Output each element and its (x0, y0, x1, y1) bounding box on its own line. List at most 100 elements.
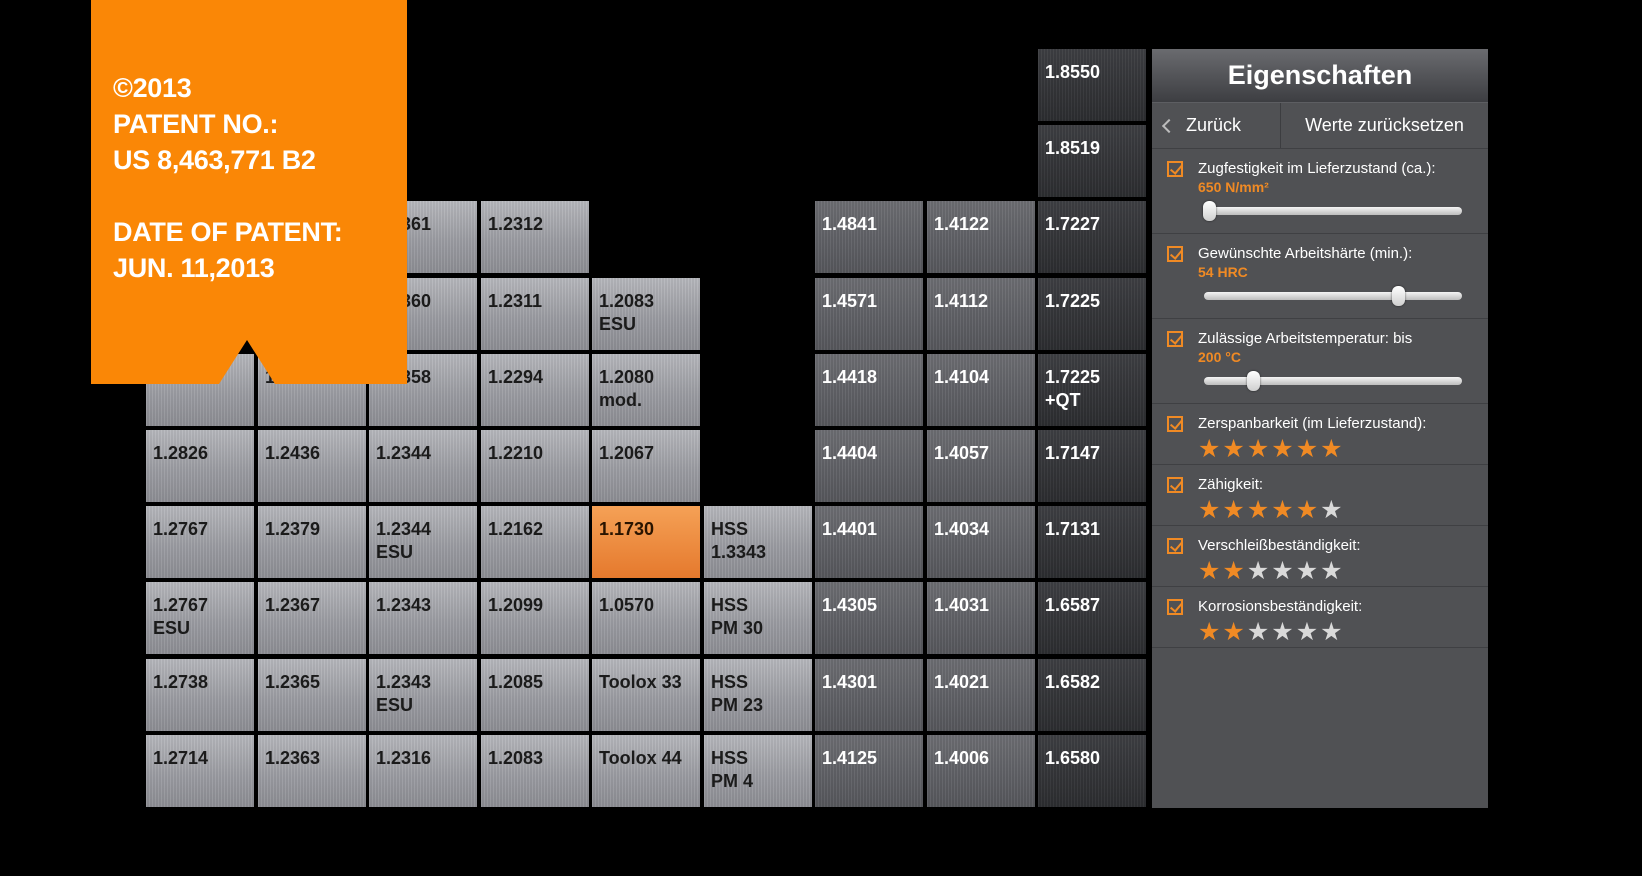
property-slider-track[interactable] (1204, 286, 1462, 306)
material-tile[interactable]: 1.6587 (1038, 582, 1146, 654)
slider-handle[interactable] (1247, 371, 1261, 391)
material-tile[interactable]: 1.2099 (481, 582, 589, 654)
star-icon[interactable]: ★ (1246, 618, 1270, 646)
property-checkbox[interactable] (1167, 416, 1183, 432)
material-tile[interactable]: 1.2379 (258, 506, 366, 578)
material-tile[interactable]: HSS PM 23 (704, 659, 812, 731)
star-icon[interactable]: ★ (1271, 496, 1294, 524)
material-tile[interactable]: 1.2210 (481, 430, 589, 502)
material-tile[interactable]: 1.2162 (481, 506, 589, 578)
property-checkbox[interactable] (1167, 477, 1183, 493)
material-tile[interactable]: 1.0570 (592, 582, 700, 654)
material-tile-label: 1.4031 (934, 595, 990, 615)
star-icon[interactable]: ★ (1320, 618, 1343, 646)
material-tile[interactable]: 1.4031 (927, 582, 1035, 654)
material-tile[interactable]: 1.4125 (815, 735, 923, 807)
material-tile[interactable]: 1.7147 (1038, 430, 1146, 502)
material-tile[interactable]: 1.2436 (258, 430, 366, 502)
material-tile[interactable]: 1.2083 ESU (592, 278, 700, 350)
material-tile[interactable]: 1.2294 (481, 354, 589, 426)
reset-values-button[interactable]: Werte zurücksetzen (1305, 115, 1464, 135)
star-icon[interactable]: ★ (1295, 618, 1319, 646)
star-icon[interactable]: ★ (1222, 496, 1245, 524)
property-checkbox[interactable] (1167, 331, 1183, 347)
star-icon[interactable]: ★ (1222, 618, 1245, 646)
star-icon[interactable]: ★ (1246, 435, 1270, 463)
material-tile[interactable]: 1.1730 (592, 506, 700, 578)
property-checkbox[interactable] (1167, 161, 1183, 177)
material-tile[interactable]: 1.2826 (146, 430, 254, 502)
material-tile[interactable]: 1.4021 (927, 659, 1035, 731)
material-tile[interactable]: 1.7225 +QT (1038, 354, 1146, 426)
material-tile[interactable]: 1.4301 (815, 659, 923, 731)
material-tile[interactable]: HSS PM 30 (704, 582, 812, 654)
star-icon[interactable]: ★ (1198, 557, 1221, 585)
slider-handle[interactable] (1203, 201, 1217, 221)
material-tile[interactable]: 1.2316 (369, 735, 477, 807)
back-button[interactable]: Zurück (1152, 103, 1281, 148)
material-tile[interactable]: 1.2767 (146, 506, 254, 578)
material-tile[interactable]: 1.6582 (1038, 659, 1146, 731)
star-icon[interactable]: ★ (1198, 496, 1221, 524)
material-tile[interactable]: 1.4112 (927, 278, 1035, 350)
star-icon[interactable]: ★ (1320, 496, 1343, 524)
material-tile[interactable]: 1.4057 (927, 430, 1035, 502)
material-tile[interactable]: 1.7131 (1038, 506, 1146, 578)
material-tile[interactable]: 1.4404 (815, 430, 923, 502)
material-tile[interactable]: 1.4006 (927, 735, 1035, 807)
material-tile[interactable]: HSS PM 4 (704, 735, 812, 807)
property-slider-track[interactable] (1203, 201, 1462, 221)
material-tile[interactable]: 1.2363 (258, 735, 366, 807)
material-tile[interactable]: 1.2344 (369, 430, 477, 502)
material-tile[interactable]: 1.2343 ESU (369, 659, 477, 731)
material-tile[interactable]: 1.2738 (146, 659, 254, 731)
material-tile[interactable]: 1.2083 (481, 735, 589, 807)
star-icon[interactable]: ★ (1320, 435, 1343, 463)
material-tile[interactable]: 1.7225 (1038, 278, 1146, 350)
material-tile[interactable]: 1.8550 (1038, 49, 1146, 121)
star-icon[interactable]: ★ (1320, 557, 1343, 585)
material-tile[interactable]: 1.6580 (1038, 735, 1146, 807)
material-tile[interactable]: 1.2312 (481, 201, 589, 273)
property-checkbox[interactable] (1167, 599, 1183, 615)
star-icon[interactable]: ★ (1222, 435, 1245, 463)
material-tile[interactable]: 1.4305 (815, 582, 923, 654)
star-icon[interactable]: ★ (1295, 557, 1319, 585)
material-tile[interactable]: 1.2767 ESU (146, 582, 254, 654)
material-tile[interactable]: 1.4418 (815, 354, 923, 426)
material-tile[interactable]: 1.4571 (815, 278, 923, 350)
star-icon[interactable]: ★ (1246, 557, 1270, 585)
star-icon[interactable]: ★ (1271, 557, 1294, 585)
material-tile[interactable]: 1.7227 (1038, 201, 1146, 273)
material-tile[interactable]: 1.2085 (481, 659, 589, 731)
star-icon[interactable]: ★ (1222, 557, 1245, 585)
material-tile[interactable]: 1.4401 (815, 506, 923, 578)
material-tile[interactable]: 1.2714 (146, 735, 254, 807)
star-icon[interactable]: ★ (1271, 618, 1294, 646)
property-checkbox[interactable] (1167, 538, 1183, 554)
star-icon[interactable]: ★ (1246, 496, 1270, 524)
material-tile[interactable]: Toolox 44 (592, 735, 700, 807)
star-icon[interactable]: ★ (1198, 618, 1221, 646)
material-tile[interactable]: 1.8519 (1038, 125, 1146, 197)
star-icon[interactable]: ★ (1271, 435, 1294, 463)
material-tile[interactable]: HSS 1.3343 (704, 506, 812, 578)
material-tile[interactable]: 1.2365 (258, 659, 366, 731)
material-tile[interactable]: 1.4034 (927, 506, 1035, 578)
material-tile[interactable]: 1.4841 (815, 201, 923, 273)
star-icon[interactable]: ★ (1295, 496, 1319, 524)
material-tile[interactable]: 1.2343 (369, 582, 477, 654)
material-tile[interactable]: 1.2311 (481, 278, 589, 350)
material-tile[interactable]: Toolox 33 (592, 659, 700, 731)
material-tile[interactable]: 1.2344 ESU (369, 506, 477, 578)
material-tile[interactable]: 1.2080 mod. (592, 354, 700, 426)
material-tile[interactable]: 1.4104 (927, 354, 1035, 426)
star-icon[interactable]: ★ (1295, 435, 1319, 463)
property-slider-track[interactable] (1204, 371, 1462, 391)
property-checkbox[interactable] (1167, 246, 1183, 262)
material-tile[interactable]: 1.4122 (927, 201, 1035, 273)
material-tile[interactable]: 1.2367 (258, 582, 366, 654)
material-tile[interactable]: 1.2067 (592, 430, 700, 502)
star-icon[interactable]: ★ (1198, 435, 1221, 463)
slider-handle[interactable] (1391, 286, 1405, 306)
